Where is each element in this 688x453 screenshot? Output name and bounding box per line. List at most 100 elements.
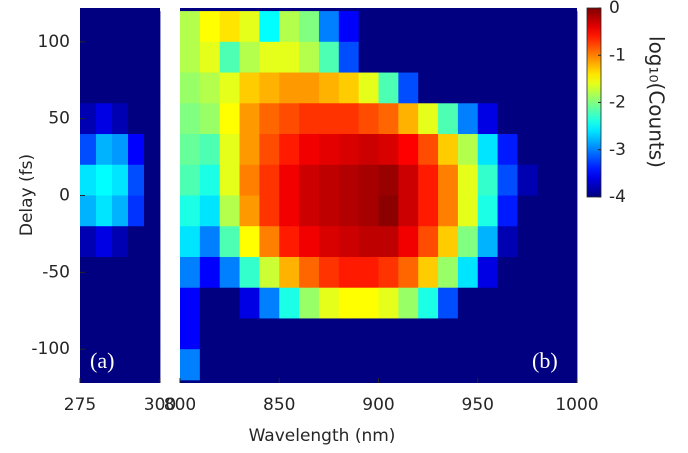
heatmap-cell (219, 41, 240, 73)
heatmap-cell (497, 349, 518, 381)
heatmap-cell (144, 164, 161, 196)
heatmap-cell (96, 11, 113, 43)
heatmap-cell (338, 226, 360, 258)
y-tick-label: -50 (42, 262, 70, 282)
heatmap-cell (358, 349, 379, 381)
heatmap-cell (279, 103, 300, 135)
heatmap-cell (180, 256, 201, 289)
heatmap-cell (299, 72, 320, 104)
heatmap-cell (497, 41, 518, 73)
heatmap-cell (378, 103, 399, 135)
heatmap-cell (80, 11, 97, 43)
heatmap-cell (418, 256, 439, 289)
heatmap-cell (199, 287, 221, 319)
heatmap-cell (199, 72, 221, 104)
heatmap-cell (144, 318, 161, 350)
heatmap-cell (239, 103, 260, 135)
heatmap-cell (477, 41, 498, 73)
heatmap-cell (299, 318, 320, 350)
heatmap-cell (199, 103, 221, 135)
heatmap-cell (378, 349, 399, 381)
heatmap-cell (112, 226, 129, 258)
heatmap-cell (239, 164, 260, 196)
heatmap-cell (418, 226, 439, 258)
heatmap-cell (477, 72, 498, 104)
heatmap-cell (80, 226, 97, 258)
heatmap-cell (299, 287, 320, 319)
heatmap-cell (128, 72, 145, 104)
heatmap-cell (497, 287, 518, 319)
heatmap-cell (497, 256, 518, 289)
heatmap-cell (457, 11, 479, 43)
heatmap-cell (418, 72, 439, 104)
heatmap-cell (557, 287, 578, 319)
heatmap-cell (497, 318, 518, 350)
heatmap-cell (80, 349, 97, 381)
heatmap-cell (457, 103, 479, 135)
heatmap-cell (537, 41, 558, 73)
heatmap-cell (497, 164, 518, 196)
heatmap-cell (517, 318, 538, 350)
heatmap-cell (378, 256, 399, 289)
heatmap-cell (557, 11, 578, 43)
heatmap-cell (517, 72, 538, 104)
heatmap-cell (557, 195, 578, 227)
heatmap-cell (358, 226, 379, 258)
heatmap-cell (239, 195, 260, 227)
heatmap-cell (438, 318, 459, 350)
heatmap-cell (279, 226, 300, 258)
heatmap-cell (557, 318, 578, 350)
heatmap-cell (497, 226, 518, 258)
heatmap-cell (517, 134, 538, 166)
heatmap-cell (96, 287, 113, 319)
heatmap-cell (338, 318, 360, 350)
heatmap-cell (338, 195, 360, 227)
heatmap-cell (144, 72, 161, 104)
heatmap-cell (438, 164, 459, 196)
heatmap-cell (144, 103, 161, 135)
heatmap-cell (438, 349, 459, 381)
heatmap-cell (112, 103, 129, 135)
heatmap-cell (112, 195, 129, 227)
heatmap-cell (128, 318, 145, 350)
heatmap-cell (477, 318, 498, 350)
colorbar-tick-label: -1 (609, 45, 626, 65)
heatmap-cell (358, 195, 379, 227)
heatmap-cell (144, 195, 161, 227)
heatmap-cell (128, 11, 145, 43)
heatmap-cell (378, 287, 399, 319)
heatmap-cell (128, 226, 145, 258)
heatmap-cell (557, 72, 578, 104)
colorbar-tick-label: 0 (609, 0, 620, 18)
heatmap-cell (144, 349, 161, 381)
heatmap-cell (199, 195, 221, 227)
heatmap-cell (378, 72, 399, 104)
heatmap-cell (96, 41, 113, 73)
heatmap-cell (438, 256, 459, 289)
heatmap-cell (80, 318, 97, 350)
heatmap-cell (318, 349, 340, 381)
heatmap-cell (259, 226, 280, 258)
heatmap-cell (338, 11, 360, 43)
x-tick-label: 300 (144, 395, 176, 415)
colorbar-tick-label: -2 (609, 93, 626, 113)
heatmap-cell (180, 349, 201, 381)
heatmap-cell (80, 103, 97, 135)
heatmap-cell (398, 195, 419, 227)
heatmap-cell (219, 287, 240, 319)
heatmap-cell (438, 103, 459, 135)
heatmap-cell (259, 11, 280, 43)
heatmap-cell (557, 349, 578, 381)
heatmap-cell (219, 11, 240, 43)
heatmap-cell (299, 349, 320, 381)
heatmap-cell (80, 134, 97, 166)
heatmap-cell (180, 41, 201, 73)
heatmap-cell (477, 103, 498, 135)
heatmap-cell (144, 226, 161, 258)
heatmap-cell (318, 195, 340, 227)
heatmap-cell (517, 287, 538, 319)
heatmap-cell (457, 287, 479, 319)
heatmap-cell (358, 41, 379, 73)
heatmap-cell (279, 41, 300, 73)
